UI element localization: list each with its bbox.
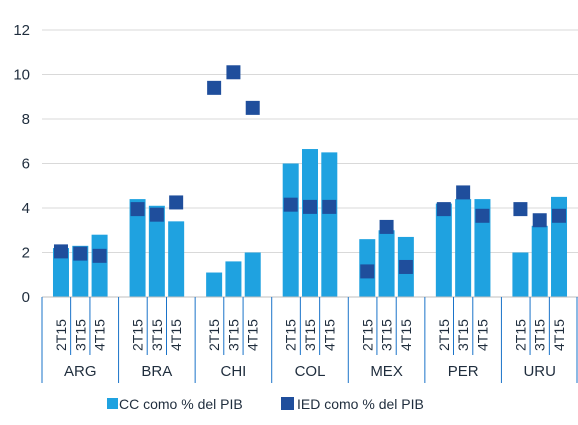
period-tick-label: 4T15	[245, 319, 261, 351]
ied-marker-mex-2t15	[360, 264, 375, 279]
cc-bar-arg-4t15	[91, 234, 108, 297]
ied-marker-bra-3t15	[149, 207, 164, 222]
ied-marker-mex-4t15	[398, 259, 413, 274]
ied-marker-per-4t15	[475, 208, 490, 223]
ied-marker-bra-2t15	[130, 202, 145, 217]
period-tick-label: 3T15	[225, 319, 241, 351]
ied-marker-col-4t15	[322, 199, 337, 214]
y-tick-label: 2	[22, 245, 30, 262]
y-tick-label: 8	[22, 111, 30, 128]
cc-bar-uru-3t15	[531, 225, 548, 297]
y-tick-label: 4	[22, 200, 30, 217]
ied-marker-arg-2t15	[53, 244, 68, 259]
period-tick-label: 4T15	[474, 319, 490, 351]
legend-swatch-cc	[107, 398, 118, 409]
cc-bar-bra-4t15	[168, 221, 185, 297]
period-tick-label: 2T15	[436, 319, 452, 351]
cc-bar-per-2t15	[435, 203, 452, 297]
ied-marker-chi-4t15	[245, 100, 260, 115]
ied-marker-per-3t15	[456, 185, 471, 200]
period-tick-label: 4T15	[92, 319, 108, 351]
cc-bar-col-3t15	[302, 149, 318, 297]
period-tick-label: 3T15	[455, 319, 471, 351]
cc-bar-per-3t15	[455, 199, 472, 297]
period-tick-label: 3T15	[532, 319, 548, 351]
period-tick-label: 3T15	[72, 319, 88, 351]
cc-bars	[52, 149, 568, 297]
x-axis	[41, 296, 578, 383]
cc-bar-chi-3t15	[225, 261, 242, 297]
period-tick-label: 3T15	[379, 319, 395, 351]
period-tick-label: 2T15	[283, 319, 299, 351]
period-tick-label: 2T15	[359, 319, 375, 351]
period-tick-label: 4T15	[551, 319, 567, 351]
cc-bar-arg-2t15	[52, 248, 69, 297]
group-label-chi: CHI	[221, 363, 247, 380]
ied-markers	[53, 65, 567, 279]
ied-marker-uru-4t15	[552, 208, 567, 223]
period-tick-label: 2T15	[512, 319, 528, 351]
y-tick-label: 10	[13, 67, 30, 84]
ied-marker-per-2t15	[436, 202, 451, 217]
group-label-arg: ARG	[64, 363, 97, 380]
period-tick-label: 2T15	[206, 319, 222, 351]
group-label-col: COL	[295, 363, 326, 380]
period-tick-label: 3T15	[302, 319, 318, 351]
legend-label-cc: CC como % del PIB	[119, 396, 243, 412]
period-tick-label: 4T15	[168, 319, 184, 351]
y-tick-label: 6	[22, 156, 30, 173]
cc-bar-mex-3t15	[378, 230, 395, 297]
cc-bar-chi-2t15	[206, 272, 223, 297]
ied-marker-arg-4t15	[92, 248, 107, 263]
cc-bar-col-4t15	[321, 152, 338, 297]
ied-marker-mex-3t15	[379, 219, 394, 234]
cc-bar-uru-2t15	[512, 252, 529, 297]
cc-bar-bra-2t15	[129, 199, 146, 297]
ied-marker-col-2t15	[283, 197, 298, 212]
period-tick-label: 3T15	[149, 319, 165, 351]
ied-marker-uru-3t15	[532, 213, 547, 228]
cc-bar-chi-4t15	[244, 252, 261, 297]
group-label-per: PER	[448, 363, 479, 380]
period-tick-label: 4T15	[321, 319, 337, 351]
cc-bar-bra-3t15	[148, 205, 165, 297]
ied-marker-col-3t15	[303, 199, 317, 214]
ied-marker-arg-3t15	[73, 246, 88, 261]
ied-marker-bra-4t15	[169, 195, 184, 210]
legend-label-ied: IED como % del PIB	[297, 396, 424, 412]
group-label-bra: BRA	[141, 363, 172, 380]
group-label-uru: URU	[523, 363, 556, 380]
period-tick-label: 4T15	[398, 319, 414, 351]
cc-bar-per-4t15	[474, 199, 491, 297]
ied-marker-chi-3t15	[226, 65, 241, 80]
period-tick-label: 2T15	[130, 319, 146, 351]
legend: CC como % del PIB IED como % del PIB	[107, 396, 424, 412]
cc-bar-col-2t15	[282, 163, 299, 297]
group-label-mex: MEX	[370, 363, 403, 380]
legend-swatch-ied	[281, 397, 294, 410]
period-tick-label: 2T15	[53, 319, 69, 351]
ied-marker-uru-2t15	[513, 202, 528, 217]
y-tick-label: 12	[13, 22, 30, 39]
y-tick-label: 0	[22, 289, 30, 306]
ied-marker-chi-2t15	[207, 80, 222, 95]
